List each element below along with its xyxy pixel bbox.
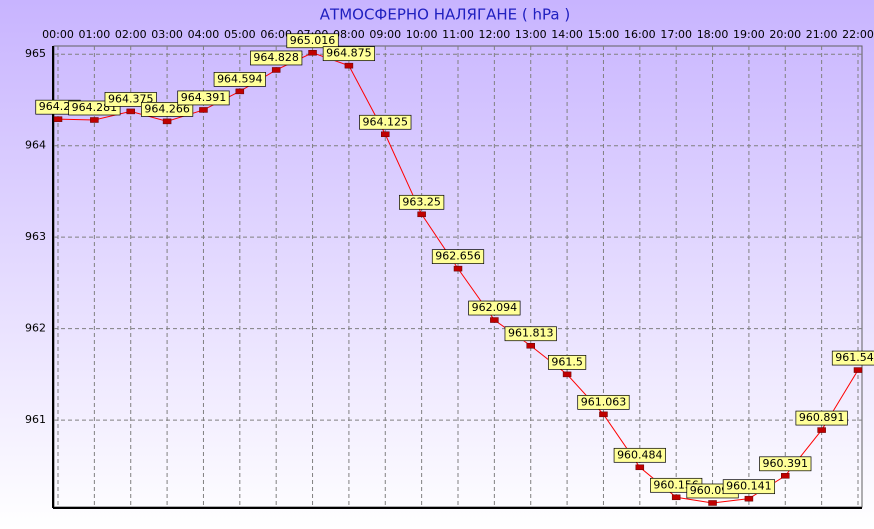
data-label-box (547, 355, 587, 370)
marker (599, 411, 608, 418)
marker (635, 464, 645, 471)
marker (235, 88, 245, 95)
x-tick-label: 18:00 (697, 28, 729, 41)
x-tick-label: 06:00 (260, 28, 292, 41)
x-tick-label: 05:00 (224, 28, 256, 41)
data-label: 964.594 (217, 72, 263, 85)
y-tick-label: 961 (25, 413, 46, 426)
marker (671, 494, 681, 501)
marker (126, 108, 135, 115)
data-label: 960.891 (799, 411, 845, 424)
y-tick-label: 962 (25, 322, 46, 335)
x-tick-label: 08:00 (333, 28, 365, 41)
data-label-box (177, 90, 230, 106)
data-label: 965.016 (290, 34, 336, 47)
data-label-box (359, 114, 412, 130)
x-tick-label: 02:00 (115, 28, 147, 41)
data-label-box (759, 456, 812, 472)
data-label: 961.063 (581, 395, 627, 408)
data-label: 962.656 (435, 250, 481, 263)
marker (308, 50, 317, 56)
marker (853, 367, 863, 373)
data-label: 964.29 (39, 100, 78, 113)
data-label: 960.141 (726, 480, 772, 493)
data-label: 964.266 (144, 102, 190, 115)
data-label-box (577, 394, 630, 410)
marker (744, 495, 754, 502)
data-label-box (468, 300, 521, 316)
x-tick-label: 17:00 (660, 28, 692, 41)
marker (90, 117, 99, 123)
data-label: 964.391 (181, 91, 227, 104)
data-label: 962.094 (472, 301, 518, 314)
marker (817, 427, 826, 433)
x-tick-label: 11:00 (442, 28, 474, 41)
data-label-box (613, 447, 666, 463)
data-label: 964.875 (326, 47, 372, 60)
data-label: 960.391 (763, 457, 809, 470)
data-label-box (831, 350, 874, 366)
x-tick-label: 10:00 (406, 28, 438, 41)
marker (417, 211, 426, 218)
data-label-box (722, 479, 776, 495)
x-tick-label: 21:00 (806, 28, 838, 41)
y-tick-label: 965 (25, 47, 46, 60)
data-label-box (213, 72, 266, 87)
data-label: 964.828 (253, 51, 299, 64)
marker (526, 342, 535, 349)
marker (453, 265, 463, 272)
marker (562, 371, 572, 378)
y-tick-label: 963 (25, 230, 46, 243)
x-tick-label: 22:00 (842, 28, 874, 41)
x-tick-label: 01:00 (79, 28, 111, 41)
marker (781, 473, 790, 479)
x-tick-label: 20:00 (769, 28, 801, 41)
data-label-box (399, 194, 445, 210)
data-label: 964.125 (363, 115, 409, 128)
x-tick-label: 09:00 (369, 28, 401, 41)
x-tick-label: 15:00 (588, 28, 620, 41)
x-tick-label: 00:00 (42, 28, 74, 41)
data-label: 961.813 (508, 327, 554, 340)
chart-title: АТМОСФЕРНО НАЛЯГАНЕ ( hPa ) (320, 6, 570, 24)
marker (708, 500, 717, 506)
data-label-box (140, 102, 194, 117)
data-label: 960.484 (617, 448, 663, 461)
marker (381, 131, 390, 138)
x-tick-label: 14:00 (551, 28, 583, 41)
data-label-box (286, 33, 339, 49)
marker (490, 317, 499, 323)
x-tick-label: 13:00 (515, 28, 547, 41)
data-label-box (431, 249, 485, 264)
data-label-box (322, 46, 376, 62)
data-label: 963.25 (402, 195, 441, 208)
x-tick-label: 19:00 (733, 28, 765, 41)
y-tick-label: 964 (25, 139, 46, 152)
data-label: 961.5 (551, 355, 583, 368)
data-label-box (795, 410, 848, 426)
marker (344, 62, 354, 69)
marker (199, 107, 208, 113)
data-label-box (504, 326, 557, 342)
x-tick-label: 16:00 (624, 28, 656, 41)
x-tick-label: 04:00 (188, 28, 220, 41)
x-tick-label: 03:00 (151, 28, 183, 41)
marker (271, 67, 281, 73)
data-label: 961.547 (835, 351, 874, 364)
marker (53, 116, 63, 122)
data-label-box (250, 50, 303, 66)
marker (162, 118, 172, 125)
x-tick-label: 12:00 (479, 28, 511, 41)
